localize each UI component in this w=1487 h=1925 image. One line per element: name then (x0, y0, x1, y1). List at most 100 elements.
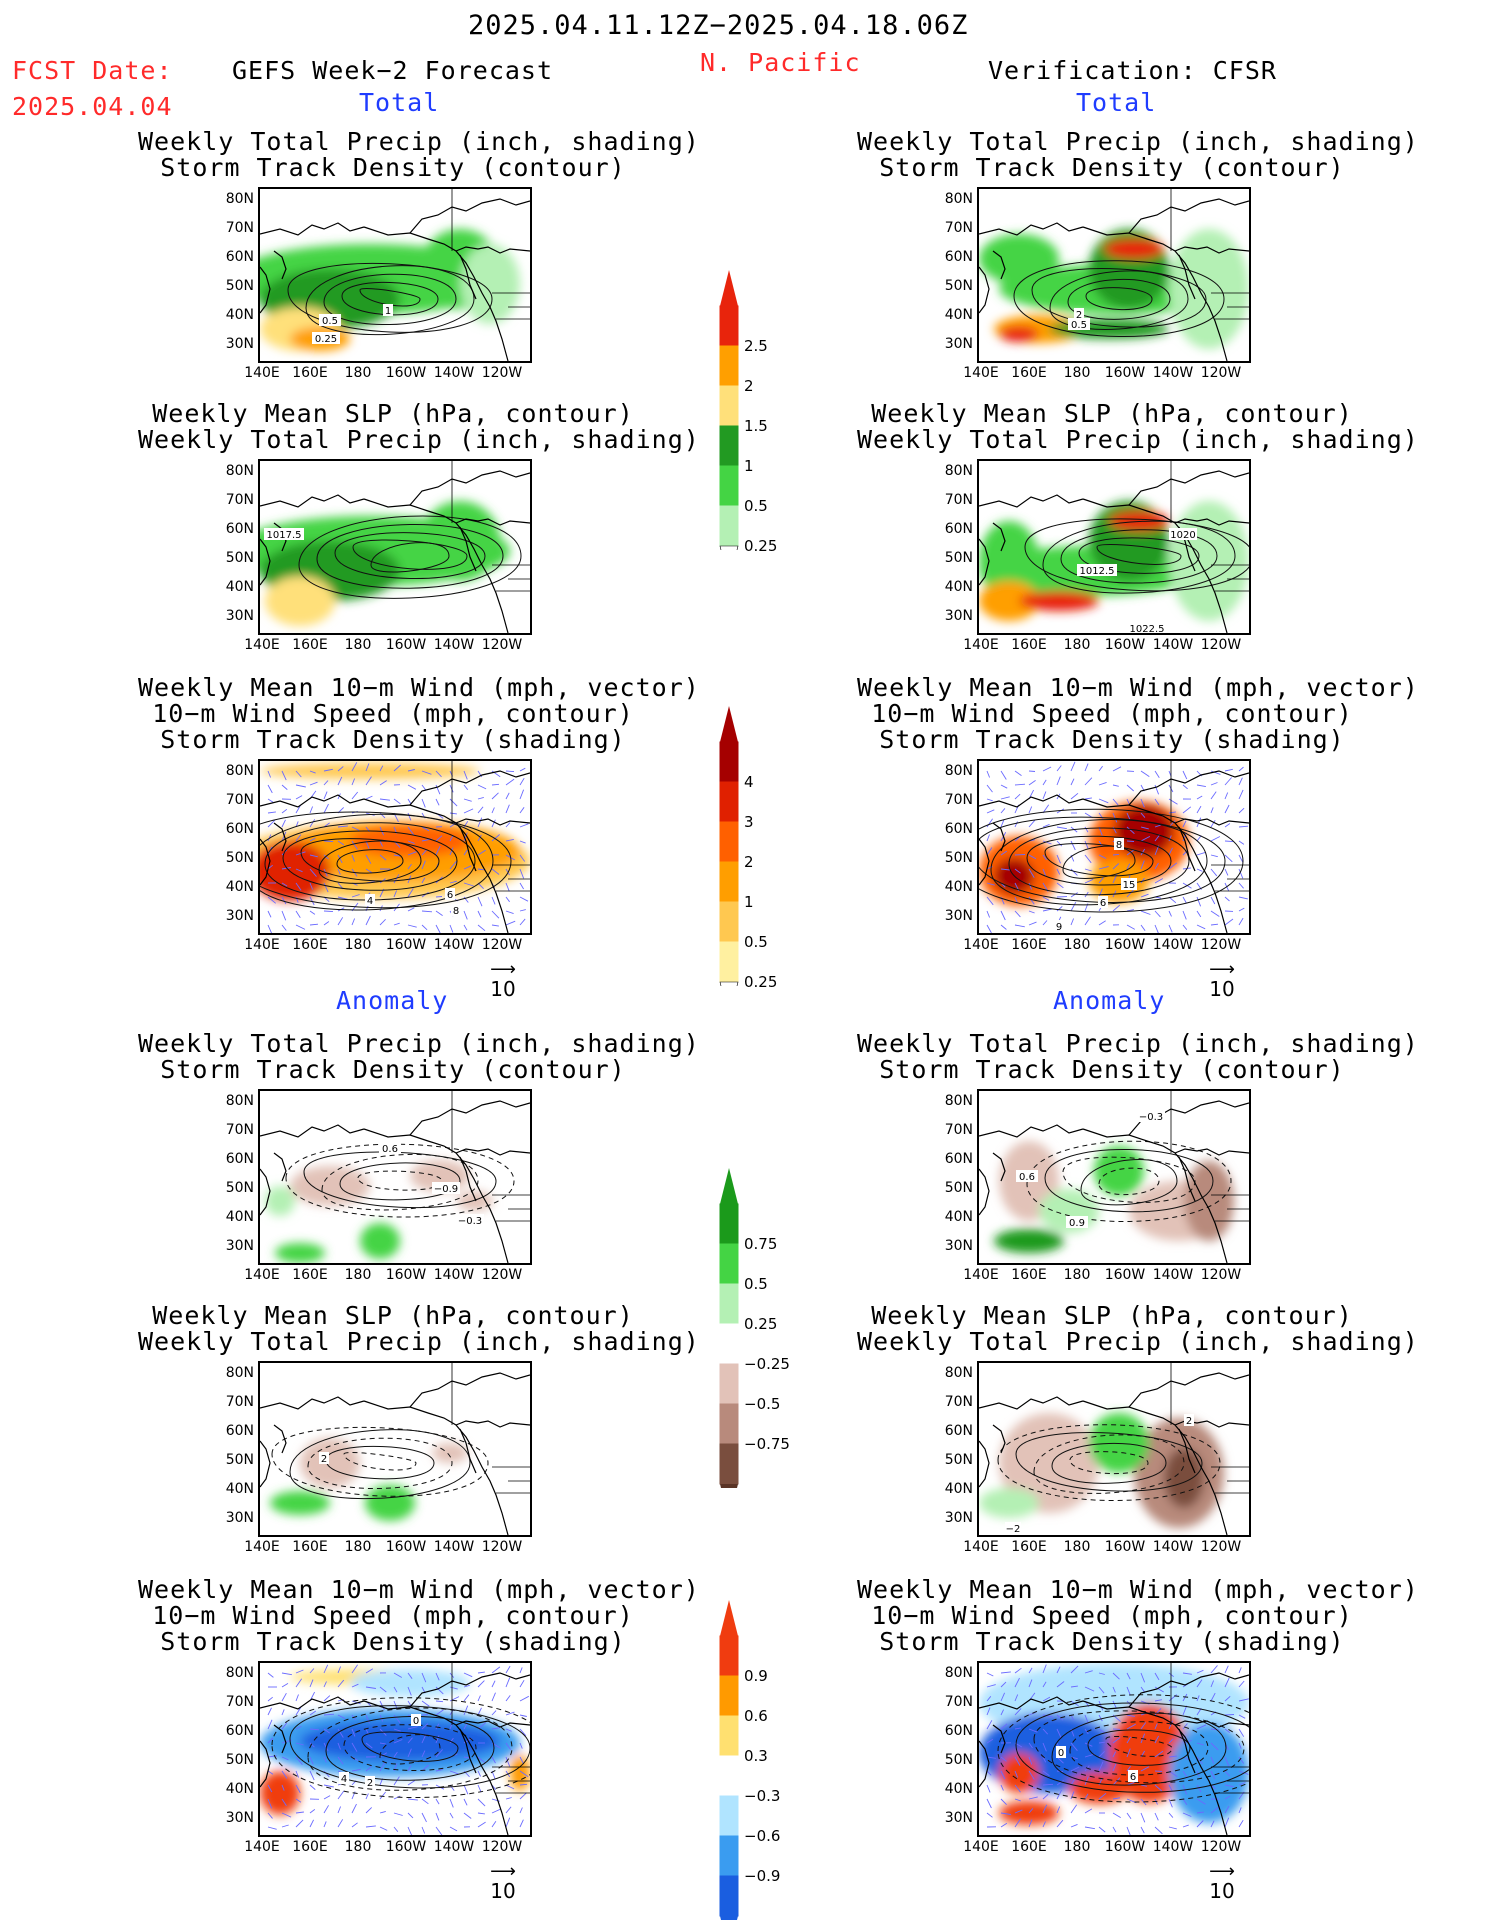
shading-layer (979, 229, 1249, 349)
latitude-tick-label: 50N (225, 550, 254, 566)
wind-vector (477, 849, 486, 856)
coastline-segment (1128, 1672, 1249, 1708)
wind-vector (1070, 1766, 1080, 1772)
contour (1044, 843, 1154, 877)
shading-region (350, 1669, 470, 1697)
wind-vector (337, 868, 341, 875)
wind-vector (1084, 1826, 1095, 1830)
wind-vector (1126, 924, 1136, 930)
latitude-tick-label: 50N (225, 278, 254, 294)
wind-vector (1042, 1770, 1050, 1777)
wind-vector (267, 1755, 277, 1758)
wind-vector (1140, 924, 1146, 931)
wind-vector (1070, 840, 1076, 851)
wind-vectors (267, 762, 529, 933)
coastline-segment (1128, 770, 1249, 806)
wind-vector (505, 1728, 512, 1732)
wind-vector (1056, 854, 1061, 864)
contour-label-bg (1054, 920, 1064, 932)
wind-vector (491, 1710, 497, 1716)
wind-vector (435, 835, 443, 842)
colorbar-segment (719, 1203, 739, 1245)
contour (1033, 1710, 1245, 1784)
contour-lines (997, 1424, 1221, 1502)
wind-vector (407, 1686, 412, 1696)
wind-vector (1168, 1755, 1178, 1758)
shading-region (290, 1166, 370, 1206)
wind-vector (1000, 1671, 1011, 1674)
title-line: Weekly Mean 10−m Wind (mph, vector) (857, 1575, 1419, 1604)
wind-vector (1210, 1820, 1215, 1828)
title-line: Weekly Total Precip (inch, shading) (138, 1327, 700, 1356)
wind-vector (1042, 920, 1048, 926)
wind-vector (1000, 1681, 1007, 1688)
wind-vector (1042, 1664, 1047, 1674)
wind-vector (477, 834, 482, 842)
colorbar-bottom-arrow (720, 1916, 738, 1925)
wind-vector (337, 840, 345, 846)
wind-vector (351, 894, 360, 898)
wind-vector (1224, 1728, 1231, 1733)
contour-label-bg (1137, 1110, 1165, 1122)
contour-label-bg (365, 1776, 375, 1788)
wind-vector (1042, 868, 1047, 877)
longitude-tick-label: 120W (481, 1839, 523, 1855)
wind-vector (1126, 1686, 1131, 1696)
wind-vector (323, 910, 334, 913)
colorbar-segment (719, 425, 739, 467)
coastline-segment (260, 494, 365, 508)
contour (341, 282, 439, 316)
wind-vector (407, 1826, 413, 1835)
wind-vector (1126, 1765, 1131, 1772)
colorbar-segment (719, 505, 739, 547)
contour-label-bg (312, 332, 340, 344)
coastline (260, 1363, 530, 1535)
wind-vector (491, 1692, 496, 1702)
anom-wind-forecast-title: Weekly Mean 10−m Wind (mph, vector) 10−m … (138, 1577, 699, 1655)
wind-vector (407, 1798, 418, 1801)
contour-label-bg (383, 304, 393, 316)
wind-vector (421, 1812, 427, 1823)
wind-vector (986, 910, 991, 918)
colorbar-anomaly-precip: 0.75 0.5 0.25 −0.25 −0.5 −0.75 (718, 1168, 838, 1520)
wind-vector (323, 803, 329, 814)
wind-vector (351, 778, 356, 786)
wind-vector (281, 910, 287, 921)
wind-vector (351, 791, 359, 800)
wind-vector (1126, 863, 1131, 870)
title-line: Storm Track Density (shading) (879, 725, 1345, 754)
wind-vector (1182, 1812, 1192, 1817)
contour (997, 1424, 1221, 1502)
wind-vector (1182, 770, 1188, 780)
wind-vector (1238, 1728, 1245, 1737)
colorbar-top-arrow (720, 1168, 738, 1204)
wind-vector (1042, 1793, 1049, 1800)
contour-label-bg (339, 1772, 349, 1784)
wind-vector (1154, 1672, 1160, 1681)
wind-vector (1000, 1798, 1007, 1806)
contour-label: 1012.5 (1080, 566, 1115, 577)
wind-vector (281, 1722, 288, 1730)
wind-vector (1210, 1680, 1215, 1688)
wind-vector (337, 1714, 346, 1720)
wind-vector (421, 1750, 426, 1758)
wind-vector (1056, 1780, 1064, 1786)
colorbar-tick-label: 0.5 (744, 1275, 768, 1293)
wind-vector (1154, 1686, 1164, 1693)
fc_total_precip-map: 0.5 1 0.25 (258, 187, 532, 363)
ver_total_slp-map: 1020 1012.5 1022.5 (977, 459, 1251, 635)
wind-vector (281, 1692, 287, 1702)
coastline-segment (260, 1396, 365, 1410)
shading-layer (260, 229, 520, 351)
longitude-tick-label: 140E (963, 1839, 999, 1855)
contour-label-bg (1169, 528, 1197, 540)
wind-vector (267, 784, 273, 794)
latitude-tick-label: 80N (944, 1365, 973, 1381)
wind-vector (1154, 1708, 1162, 1716)
wind-vector (1224, 868, 1229, 876)
wind-vector (1028, 1679, 1033, 1688)
contour (307, 1707, 513, 1791)
wind-vector (1196, 795, 1203, 800)
wind-vector (309, 1756, 314, 1765)
